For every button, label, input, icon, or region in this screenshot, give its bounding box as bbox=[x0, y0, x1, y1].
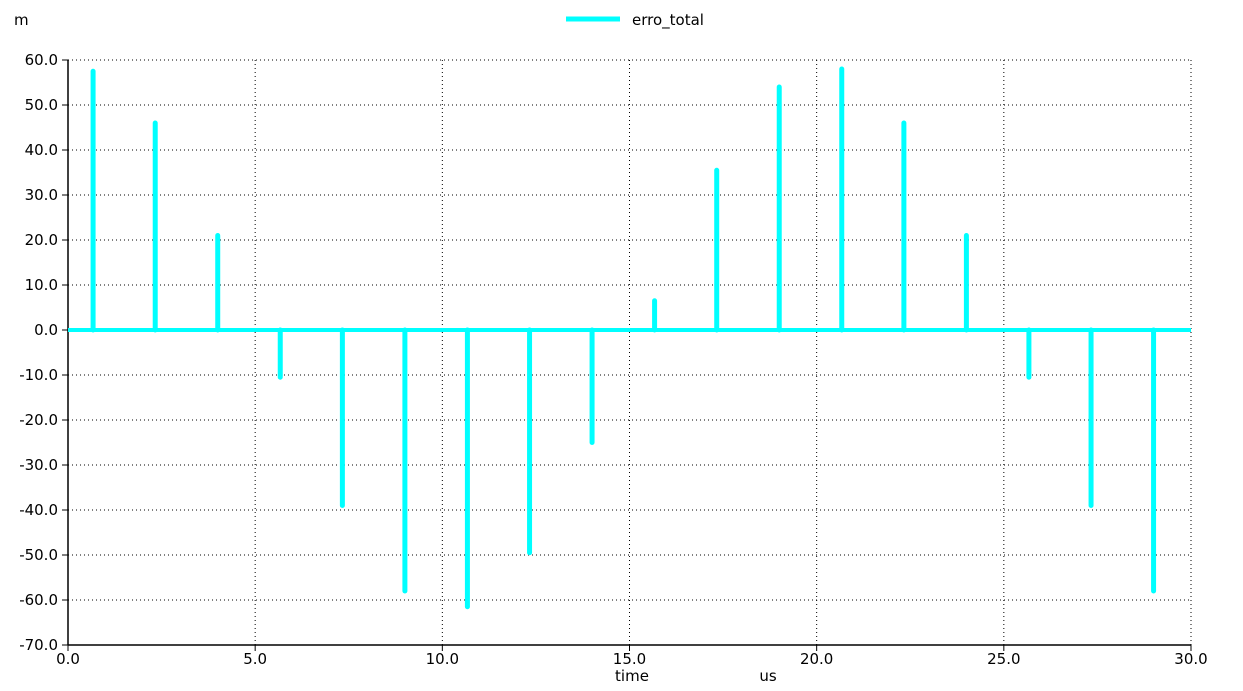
x-tick-label: 20.0 bbox=[800, 650, 833, 668]
y-tick-label: 40.0 bbox=[25, 141, 58, 159]
y-tick-label: -10.0 bbox=[19, 366, 58, 384]
y-unit-label: m bbox=[14, 11, 29, 29]
series-erro-total bbox=[68, 66, 1191, 610]
y-tick-label: 50.0 bbox=[25, 96, 58, 114]
grid bbox=[68, 59, 1192, 645]
y-tick-label: 20.0 bbox=[25, 231, 58, 249]
x-tick-label: 5.0 bbox=[243, 650, 267, 668]
y-tick-label: 0.0 bbox=[34, 321, 58, 339]
y-tick-label: 10.0 bbox=[25, 276, 58, 294]
x-tick-label: 25.0 bbox=[987, 650, 1020, 668]
legend-label: erro_total bbox=[632, 11, 704, 30]
y-tick-label: -20.0 bbox=[19, 411, 58, 429]
y-tick-label: -30.0 bbox=[19, 456, 58, 474]
y-tick-label: 60.0 bbox=[25, 51, 58, 69]
x-tick-label: 10.0 bbox=[426, 650, 459, 668]
x-unit-label: us bbox=[759, 667, 777, 685]
y-tick-label: -50.0 bbox=[19, 546, 58, 564]
x-axis-label: time bbox=[615, 667, 649, 685]
axes bbox=[62, 59, 1192, 651]
x-tick-label: 30.0 bbox=[1174, 650, 1207, 668]
legend: erro_total bbox=[566, 11, 704, 30]
y-tick-label: -70.0 bbox=[19, 636, 58, 654]
y-tick-label: -60.0 bbox=[19, 591, 58, 609]
x-tick-label: 0.0 bbox=[56, 650, 80, 668]
y-tick-label: 30.0 bbox=[25, 186, 58, 204]
tick-labels: 0.0 5.0 10.0 15.0 20.0 25.0 30.0 60.0 50.0 40.0 30… bbox=[19, 51, 1208, 668]
y-tick-label: -40.0 bbox=[19, 501, 58, 519]
x-tick-label: 15.0 bbox=[613, 650, 646, 668]
